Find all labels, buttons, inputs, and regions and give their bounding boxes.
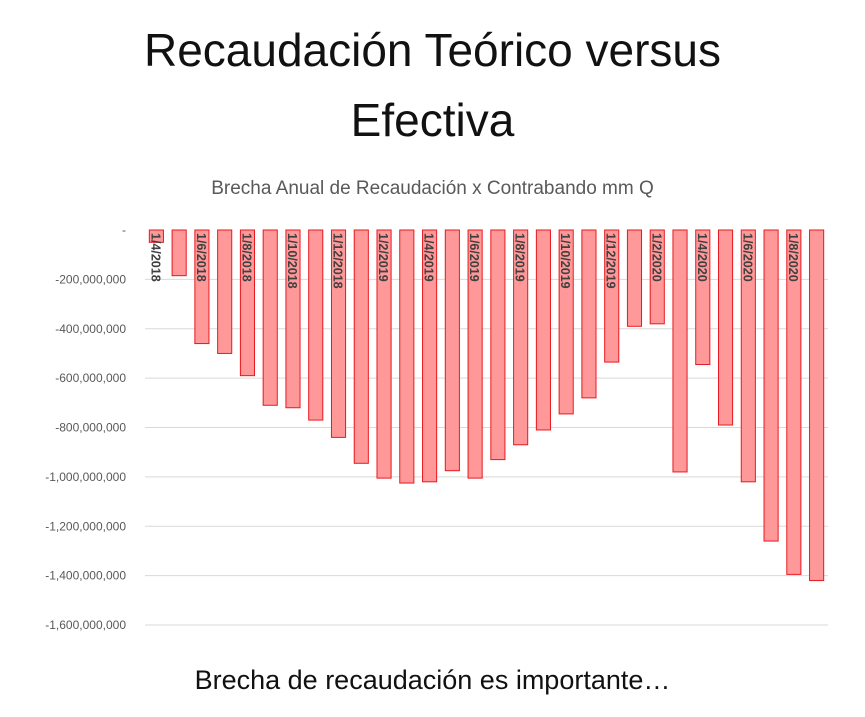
bar <box>558 229 574 415</box>
bar <box>330 229 347 438</box>
bar <box>285 229 301 409</box>
slide-title-line-2: Efectiva <box>350 94 515 146</box>
bar <box>376 229 392 479</box>
bar <box>740 229 756 483</box>
x-tick-label: 1/4/2019 <box>422 233 436 282</box>
x-tick-label: 1/2/2020 <box>649 233 663 282</box>
bar-chart: - -200,000,000 -400,000,000 -600,000,000 -80… <box>45 223 828 632</box>
slide-title-line-1: Recaudación Teórico versus <box>143 24 722 76</box>
x-tick-label: 1/10/2019 <box>558 233 572 289</box>
x-tick-label: 1/2/2019 <box>376 233 390 282</box>
x-tick-label: 1/4/2020 <box>695 233 709 282</box>
bar <box>217 229 233 354</box>
y-tick-label: - <box>122 223 126 237</box>
bar <box>809 229 825 582</box>
bar <box>308 229 324 421</box>
bar <box>672 229 688 473</box>
x-tick-label: 1/8/2020 <box>786 233 800 282</box>
x-tick-label: 1/8/2018 <box>239 233 253 282</box>
y-tick-label: -800,000,000 <box>55 421 126 435</box>
x-tick-label: 1/8/2019 <box>513 233 527 282</box>
bar <box>148 229 164 243</box>
x-tick-label: 1/6/2019 <box>467 233 481 282</box>
x-tick-label: 1/12/2018 <box>331 233 345 289</box>
slide-caption: Brecha de recaudación es importante… <box>194 665 671 695</box>
x-tick-label: 1/10/2018 <box>285 233 299 289</box>
bar <box>786 229 802 575</box>
bar <box>444 229 460 472</box>
bar <box>422 229 438 483</box>
bar <box>717 229 734 426</box>
bar <box>695 229 711 366</box>
y-tick-label: -1,200,000,000 <box>45 519 126 533</box>
bar <box>194 229 210 345</box>
bar <box>604 229 620 363</box>
bar <box>581 229 597 399</box>
bar <box>171 229 187 277</box>
x-tick-label: 1/6/2020 <box>740 233 754 282</box>
y-tick-label: -200,000,000 <box>55 272 126 286</box>
bar <box>467 229 483 479</box>
bar <box>353 229 369 464</box>
y-tick-label: -600,000,000 <box>55 371 126 385</box>
bar <box>490 229 506 461</box>
x-tick-label: 1/6/2018 <box>194 233 208 282</box>
bar <box>262 229 278 406</box>
y-tick-label: -1,400,000,000 <box>45 569 126 583</box>
y-tick-label: -400,000,000 <box>55 322 126 336</box>
x-tick-label: 1/4/2018 <box>148 233 162 282</box>
bar <box>535 229 551 431</box>
bar <box>513 229 529 446</box>
bar <box>649 229 665 325</box>
bar <box>626 229 643 327</box>
bar <box>399 229 415 484</box>
bar <box>763 229 779 542</box>
y-tick-label: -1,000,000,000 <box>45 470 126 484</box>
chart-title: Brecha Anual de Recaudación x Contraband… <box>211 178 654 199</box>
bar <box>239 229 256 377</box>
x-tick-label: 1/12/2019 <box>604 233 618 289</box>
y-tick-label: -1,600,000,000 <box>45 618 126 632</box>
